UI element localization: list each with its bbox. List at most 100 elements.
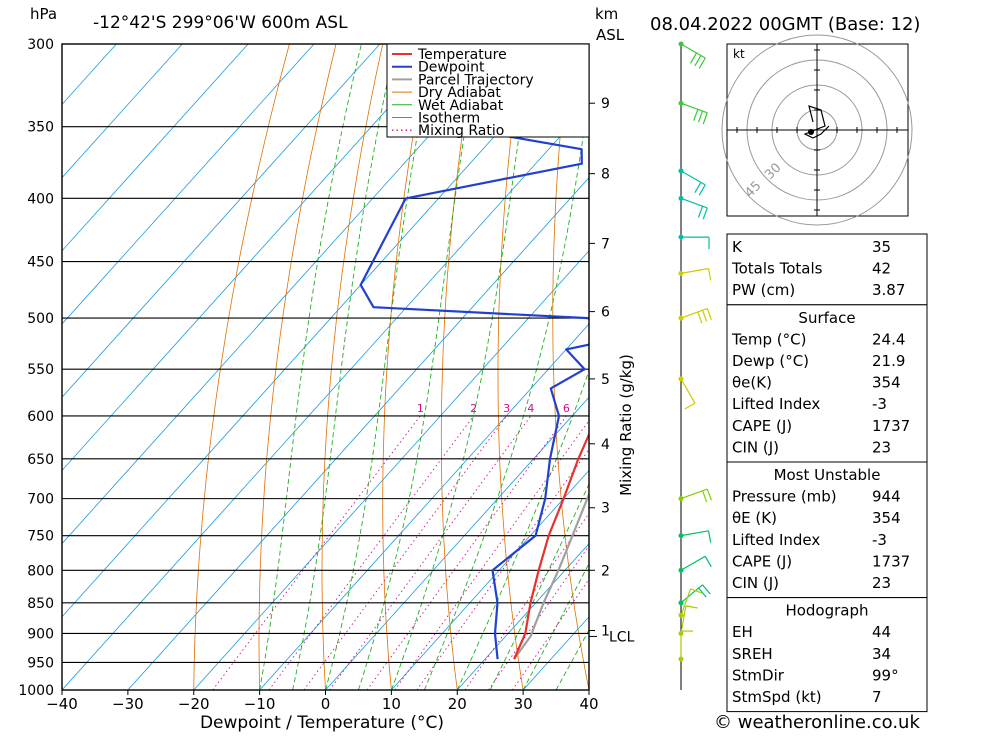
surface-table-row-value: 24.4: [872, 330, 905, 348]
mixing-ratio-label: 1: [417, 402, 424, 415]
wind-barb-flag: [697, 206, 704, 218]
most-unstable-table-row-value: 23: [872, 574, 891, 592]
legend-label: Parcel Trajectory: [418, 72, 534, 88]
mixing-ratio-label: 2: [470, 402, 477, 415]
surface-table-row-value: -3: [872, 395, 887, 413]
most-unstable-table-row-label: CIN (J): [732, 574, 779, 592]
x-tick-label: −40: [46, 695, 78, 713]
axes: 3003504004505005506006507007508008509009…: [18, 37, 634, 713]
indices-table-row-label: K: [732, 238, 743, 256]
wind-barb-flag: [706, 488, 712, 501]
hpa-label: hPa: [30, 5, 57, 23]
isotherm-line: [325, 396, 589, 690]
km-tick-label: 1: [601, 623, 610, 639]
pressure-tick-label: 850: [27, 596, 54, 612]
dewpoint-line: [359, 44, 589, 660]
km-tick-label: 8: [601, 167, 610, 183]
isotherm-line: [456, 543, 589, 690]
wind-barb-flag: [702, 207, 708, 220]
wind-barb-staff: [680, 588, 692, 616]
surface-table-row-label: Dewp (°C): [732, 352, 809, 370]
x-tick-label: 10: [382, 695, 401, 713]
pressure-tick-label: 650: [27, 452, 54, 468]
legend-label: Temperature: [417, 47, 507, 63]
indices-table-box: [726, 233, 928, 306]
pressure-tick-label: 350: [27, 120, 54, 136]
isotherm-line: [193, 250, 589, 690]
legend-label: Dewpoint: [418, 60, 485, 76]
wind-barb-staff: [680, 170, 706, 186]
indices-table-row-value: 3.87: [872, 281, 905, 299]
temperature-line: [513, 431, 589, 660]
x-tick-label: 0: [321, 695, 331, 713]
isotherm-line: [62, 44, 381, 398]
isotherm-line: [62, 44, 512, 545]
mixing-ratio-line: [303, 415, 508, 690]
isotherm-line: [62, 44, 315, 325]
wet-adiabat-line: [456, 369, 589, 690]
isotherm-line: [62, 44, 117, 106]
hodograph-ring: [721, 34, 913, 226]
most-unstable-table-row-label: θE (K): [732, 509, 777, 527]
isotherm-line: [259, 323, 589, 690]
pressure-tick-label: 500: [27, 311, 54, 327]
isotherm-line: [62, 103, 589, 690]
wet-adiabat-line: [489, 482, 589, 690]
wind-barb-staff: [680, 378, 696, 404]
storm-motion-marker: [808, 129, 814, 135]
asl-label: ASL: [596, 26, 625, 44]
wind-barb-staff: [680, 555, 706, 571]
wind-barb-staff: [680, 530, 709, 537]
wind-barb-flag: [694, 55, 702, 67]
most-unstable-table-row-value: 354: [872, 509, 901, 527]
surface-table-row-value: 354: [872, 374, 901, 392]
wind-barb-flag: [702, 490, 708, 503]
indices-table-row-label: PW (cm): [732, 281, 795, 299]
pressure-grid: [62, 43, 589, 691]
hodograph-table-row-value: 99°: [872, 666, 899, 684]
mixing-ratio-line: [512, 578, 589, 690]
legend-label: Mixing Ratio: [418, 123, 504, 139]
wind-barb-flag: [697, 311, 703, 324]
most-unstable-table-box: [726, 461, 928, 599]
isotherm-line: [62, 44, 183, 179]
wind-barb-staff: [680, 605, 687, 634]
x-tick-label: 20: [448, 695, 467, 713]
wet-adiabat-line: [292, 44, 397, 690]
pressure-tick-label: 900: [27, 626, 54, 642]
dry-adiabat-line: [497, 44, 524, 690]
wet-adiabat-line: [522, 562, 589, 690]
km-tick-label: 2: [601, 563, 610, 579]
pressure-tick-label: 750: [27, 529, 54, 545]
dry-adiabat-line: [382, 44, 430, 690]
surface-table-title: Surface: [798, 309, 855, 327]
most-unstable-table-row-label: Lifted Index: [732, 531, 820, 549]
legend-label: Isotherm: [418, 111, 480, 127]
dry-adiabat-line: [440, 44, 477, 690]
wind-barb-staff: [680, 267, 709, 274]
x-tick-label: −10: [244, 695, 276, 713]
dry-adiabat-line: [943, 44, 1000, 690]
most-unstable-table-row-value: -3: [872, 531, 887, 549]
surface-table-row-label: CIN (J): [732, 438, 779, 456]
wind-barb-flag: [684, 402, 696, 410]
mixing-ratio-line: [488, 545, 589, 690]
wind-barb-flag: [701, 584, 711, 595]
hodograph-table-row-label: StmSpd (kt): [732, 688, 822, 706]
most-unstable-table-row-value: 944: [872, 488, 901, 506]
km-tick-label: 5: [601, 372, 610, 388]
km-tick-label: 4: [601, 437, 610, 453]
wind-barb-staff: [680, 584, 703, 604]
surface-table-row-label: Lifted Index: [732, 395, 820, 413]
mixing-ratio-line: [329, 415, 532, 690]
hodograph-table-row-label: EH: [732, 623, 753, 641]
indices-table-row-label: Totals Totals: [731, 260, 823, 278]
mixing-ratio-axis-title: Mixing Ratio (g/kg): [617, 354, 635, 496]
surface-table-row-value: 23: [872, 438, 891, 456]
x-tick-label: −30: [112, 695, 144, 713]
indices-table-row-value: 42: [872, 260, 891, 278]
hodograph-table-row-value: 7: [872, 688, 882, 706]
mixing-ratio-labels: 1 2 3 4 6: [417, 402, 570, 415]
